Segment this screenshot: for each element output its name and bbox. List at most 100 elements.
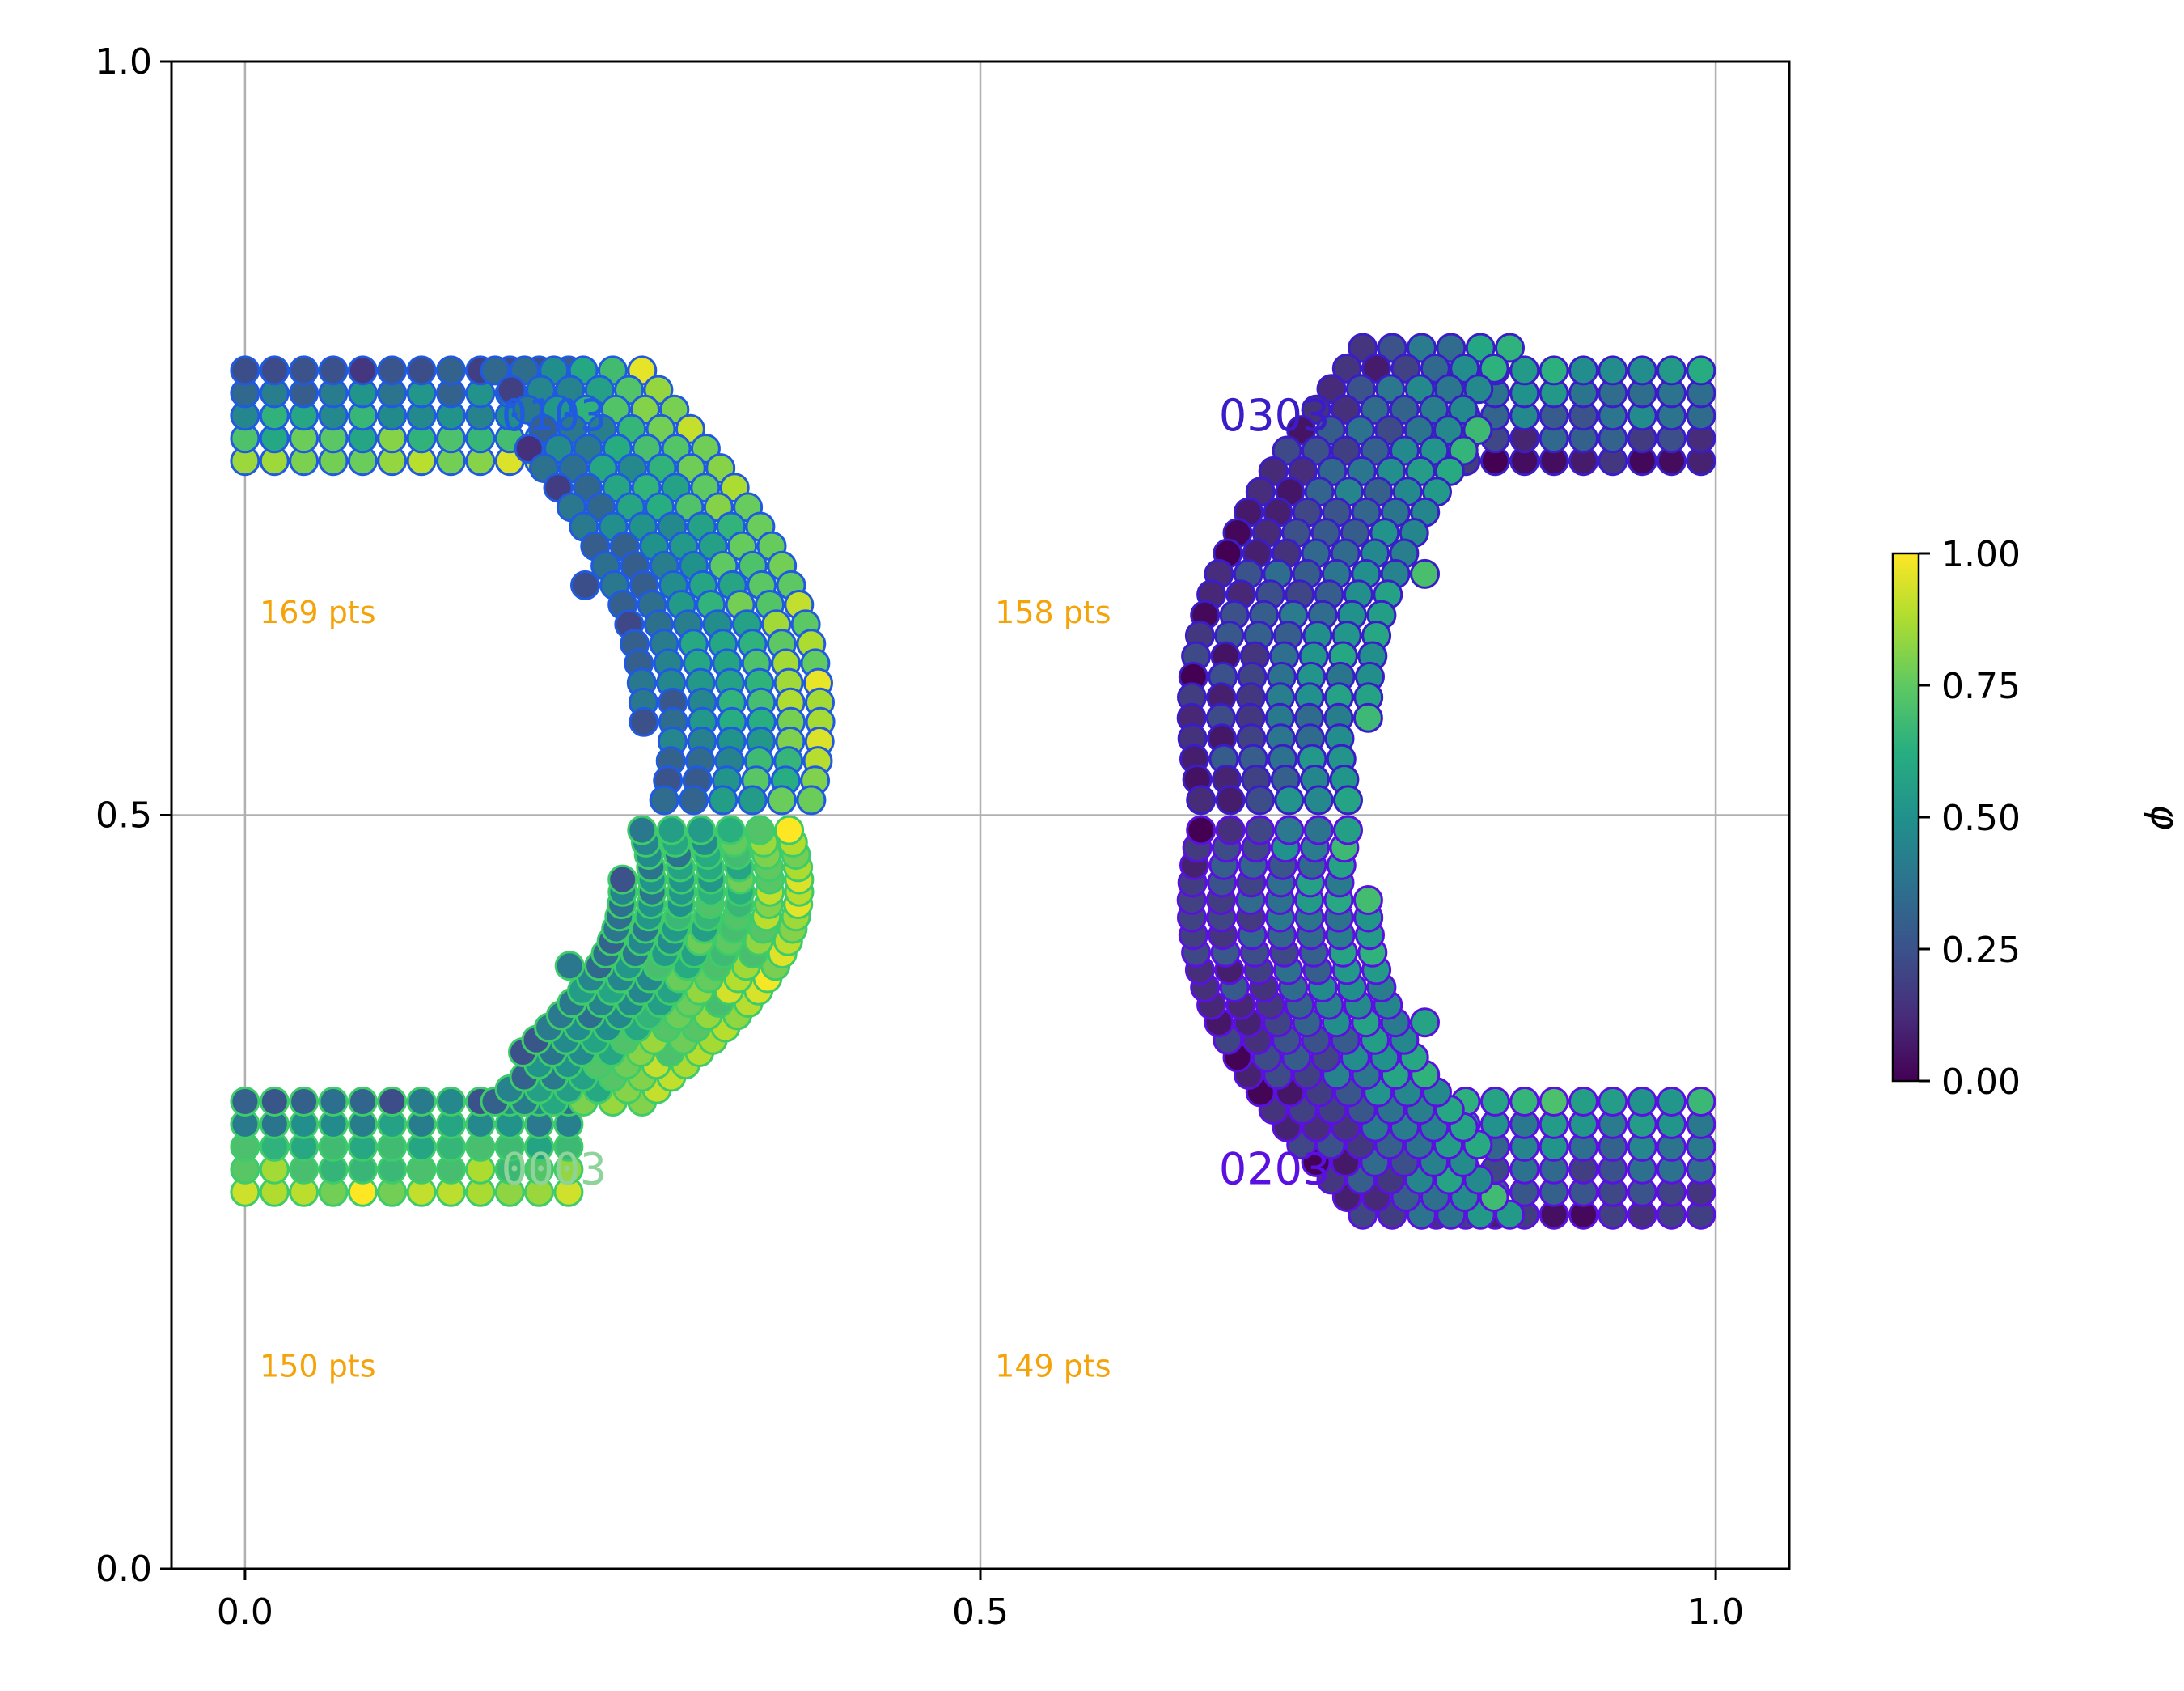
scatter-point [1215, 785, 1246, 816]
scatter-point [1627, 355, 1657, 386]
scatter-point [1568, 1087, 1598, 1117]
scatter-point [1448, 435, 1479, 466]
scatter-point [1598, 355, 1628, 386]
scatter-point [496, 375, 527, 405]
scatter-point [1479, 1087, 1510, 1117]
point-count-label: 150 pts [260, 1348, 375, 1384]
scatter-point [1352, 702, 1383, 733]
scatter-point [1410, 1007, 1440, 1038]
grid [171, 60, 1789, 1570]
scatter-point [1303, 785, 1334, 816]
scatter-point [347, 355, 378, 386]
scatter-point [347, 1087, 378, 1117]
scatter-point [1286, 415, 1317, 446]
scatter-point [1419, 394, 1450, 425]
scatter-point [649, 785, 679, 816]
scatter-point [708, 785, 739, 816]
scatter-point [1390, 435, 1420, 466]
scatter-point [1215, 815, 1246, 846]
scatter-point [1420, 353, 1450, 384]
colorbar-tick-label: 0.25 [1941, 930, 2021, 971]
scatter-point [1657, 1087, 1687, 1117]
series-0303 [1176, 333, 1716, 816]
scatter-point [1627, 1087, 1657, 1117]
scatter-point [1403, 415, 1434, 446]
scatter-point [1436, 333, 1467, 363]
scatter-point [1419, 435, 1450, 466]
scatter-point [1495, 333, 1525, 363]
y-tick-label: 0.5 [95, 795, 152, 837]
scatter-point [774, 815, 805, 846]
scatter-point [377, 355, 408, 386]
y-axis: 0.0 0.5 1.0 [95, 41, 171, 1590]
scatter-point [744, 815, 775, 846]
x-tick-label: 0.0 [217, 1591, 273, 1633]
scatter-point [1274, 785, 1305, 816]
scatter-point [289, 1087, 320, 1117]
scatter-point [1374, 415, 1405, 446]
scatter-point [259, 355, 290, 386]
scatter-point [1315, 415, 1346, 446]
x-axis: 0.0 0.5 1.0 [217, 1569, 1744, 1633]
colorbar: 0.00 0.25 0.50 0.75 1.00 φ [1891, 534, 2184, 1103]
scatter-point [406, 355, 437, 386]
y-tick-label: 1.0 [95, 41, 152, 83]
scatter-point [1404, 374, 1435, 405]
scatter-point [318, 355, 349, 386]
scatter-point [1344, 415, 1375, 446]
scatter-point [1360, 435, 1390, 466]
scatter-point [377, 1087, 408, 1117]
scatter-point [1245, 815, 1275, 846]
scatter-point [1433, 415, 1463, 446]
point-count-label: 158 pts [995, 595, 1111, 630]
scatter-point [1331, 435, 1361, 466]
scatter-point [436, 355, 466, 386]
scatter-point [686, 815, 716, 846]
scatter-point [767, 785, 797, 816]
scatter-point [1686, 1087, 1716, 1117]
scatter-point [679, 785, 709, 816]
region-label: 0103 [502, 390, 607, 441]
scatter-point [554, 951, 585, 981]
series-0203 [1176, 815, 1716, 1230]
scatter-point [1598, 1087, 1628, 1117]
colorbar-gradient [1891, 552, 1920, 1083]
scatter-point [1303, 815, 1334, 846]
scatter-point [1509, 355, 1540, 386]
scatter-point [1462, 415, 1493, 446]
scatter-point [1361, 353, 1392, 384]
scatter-point [1348, 333, 1378, 363]
annotations: 0103 169 pts 0003 150 pts 0303 158 pts 0203 149… [260, 390, 1330, 1384]
scatter-point [629, 706, 659, 737]
scatter-point [436, 1087, 466, 1117]
region-label: 0303 [1219, 390, 1330, 441]
colorbar-label: φ [2142, 804, 2184, 830]
scatter-point [1539, 1087, 1569, 1117]
scatter-point [1316, 374, 1347, 405]
scatter-point [1301, 435, 1331, 466]
scatter-point [406, 1087, 437, 1117]
scatter-point [512, 394, 543, 425]
colorbar-tick-label: 0.75 [1941, 666, 2021, 707]
scatter-point [1465, 333, 1496, 363]
scatter-point [1389, 394, 1420, 425]
scatter-point [1272, 435, 1302, 466]
scatter-point [656, 815, 687, 846]
scatter-point [289, 355, 320, 386]
scatter-point [230, 1087, 260, 1117]
scatter-point [1479, 353, 1509, 384]
point-count-label: 149 pts [995, 1348, 1111, 1384]
colorbar-ticks: 0.00 0.25 0.50 0.75 1.00 [1919, 534, 2021, 1103]
scatter-point [1331, 353, 1362, 384]
scatter-points [230, 333, 1716, 1230]
scatter-point [259, 1087, 290, 1117]
scatter-point [715, 815, 746, 846]
scatter-point [1390, 353, 1421, 384]
region-label: 0003 [502, 1143, 607, 1194]
scatter-point [1345, 374, 1376, 405]
scatter-point [230, 355, 260, 386]
scatter-point [570, 570, 600, 600]
scatter-point [480, 355, 510, 386]
scatter-point [1657, 355, 1687, 386]
